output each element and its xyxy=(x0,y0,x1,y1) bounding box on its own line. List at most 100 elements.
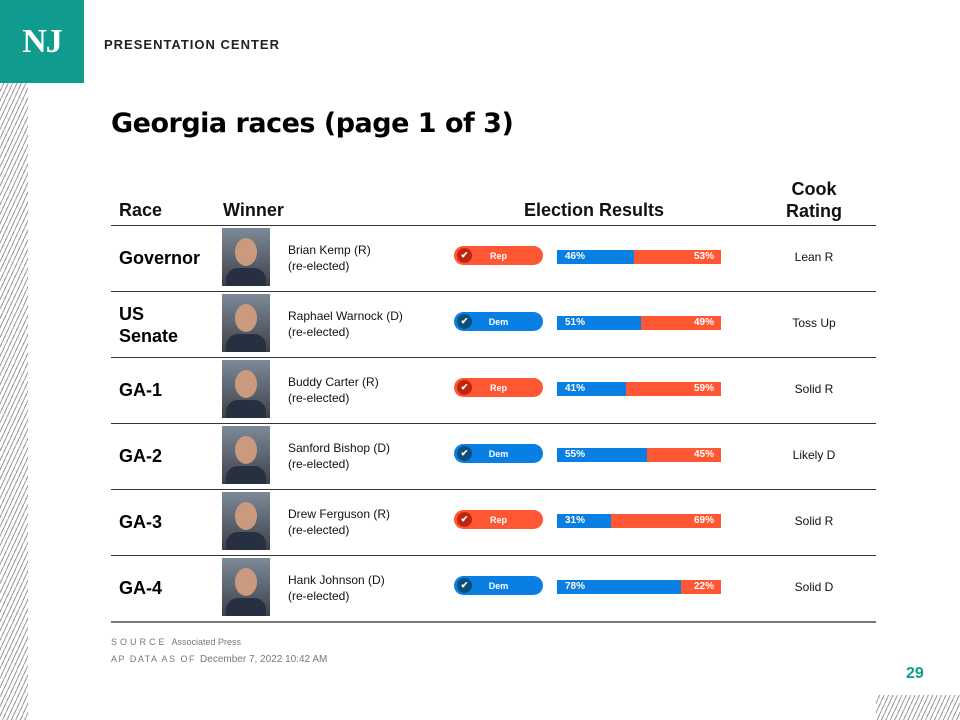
divider xyxy=(111,489,876,490)
rep-share: 49% xyxy=(640,316,721,330)
race-row: Governor Brian Kemp (R) (re-elected) ✔ Re… xyxy=(111,225,876,291)
party-badge: ✔ Dem xyxy=(454,312,543,331)
race-row: GA-1 Buddy Carter (R) (re-elected) ✔ Rep … xyxy=(111,357,876,423)
check-icon: ✔ xyxy=(457,248,472,263)
result-bar: 46% 53% xyxy=(557,250,721,264)
check-icon: ✔ xyxy=(457,446,472,461)
page-number: 29 xyxy=(906,665,924,682)
cook-rating: Toss Up xyxy=(792,316,836,330)
divider xyxy=(111,225,876,226)
party-label: Dem xyxy=(488,316,509,327)
asof: December 7, 2022 10:42 AM xyxy=(200,654,328,665)
race-row: GA-3 Drew Ferguson (R) (re-elected) ✔ Rep… xyxy=(111,489,876,555)
winner: Sanford Bishop (D) (re-elected) xyxy=(288,440,390,472)
winner-name: Hank Johnson (D) xyxy=(288,573,385,587)
column-results: Election Results xyxy=(524,200,665,220)
candidate-photo xyxy=(222,492,270,550)
dem-share: 78% xyxy=(557,580,682,594)
column-rating: Cook Rating xyxy=(760,178,868,222)
rep-share: 69% xyxy=(611,514,721,528)
race-name: GA-4 xyxy=(119,578,163,598)
race-row: GA-2 Sanford Bishop (D) (re-elected) ✔ De… xyxy=(111,423,876,489)
result-bar: 55% 45% xyxy=(557,448,721,462)
race-name: Governor xyxy=(119,248,201,268)
rating-header-2: Rating xyxy=(786,201,842,221)
check-icon: ✔ xyxy=(457,314,472,329)
dem-share: 46% xyxy=(557,250,635,264)
dem-share: 51% xyxy=(557,316,641,330)
result-bar: 31% 69% xyxy=(557,514,721,528)
rep-share: 45% xyxy=(646,448,721,462)
party-badge: ✔ Rep xyxy=(454,510,543,529)
cook-rating: Solid R xyxy=(794,382,834,396)
winner-name: Sanford Bishop (D) xyxy=(288,441,391,455)
party-badge: ✔ Rep xyxy=(454,378,543,397)
winner-status: (re-elected) xyxy=(288,391,350,405)
divider xyxy=(111,621,876,623)
check-icon: ✔ xyxy=(457,512,472,527)
party-label: Rep xyxy=(489,382,507,393)
brand-title: PRESENTATION CENTER xyxy=(104,37,280,52)
winner-name: Brian Kemp (R) xyxy=(288,243,371,257)
rating-header-1: Cook xyxy=(791,179,837,199)
cook-rating: Solid D xyxy=(794,580,834,594)
source: Associated Press xyxy=(171,637,242,647)
winner-name: Buddy Carter (R) xyxy=(288,375,379,389)
party-badge: ✔ Dem xyxy=(454,444,543,463)
winner-status: (re-elected) xyxy=(288,259,350,273)
cook-rating: Likely D xyxy=(792,448,836,462)
winner: Raphael Warnock (D) (re-elected) xyxy=(288,308,403,340)
winner-name: Drew Ferguson (R) xyxy=(288,507,391,521)
race-name: GA-2 xyxy=(119,446,163,466)
hatch-decoration xyxy=(876,695,960,720)
rep-share: 53% xyxy=(634,250,721,264)
candidate-photo xyxy=(222,228,270,286)
cook-rating: Lean R xyxy=(794,250,834,264)
cook-rating: Solid R xyxy=(794,514,834,528)
column-race: Race xyxy=(119,200,163,220)
check-icon: ✔ xyxy=(457,380,472,395)
winner-status: (re-elected) xyxy=(288,523,350,537)
divider xyxy=(111,291,876,292)
source-label: SOURCE xyxy=(111,637,168,647)
race-row: US Senate Raphael Warnock (D) (re-elected)… xyxy=(111,291,876,357)
party-label: Dem xyxy=(488,580,509,591)
dem-share: 41% xyxy=(557,382,627,396)
result-bar: 78% 22% xyxy=(557,580,721,594)
hatch-decoration xyxy=(0,83,28,720)
winner: Buddy Carter (R) (re-elected) xyxy=(288,374,379,406)
candidate-photo xyxy=(222,426,270,484)
winner: Hank Johnson (D) (re-elected) xyxy=(288,572,385,604)
candidate-photo xyxy=(222,360,270,418)
logo: NJ xyxy=(0,0,84,83)
party-badge: ✔ Rep xyxy=(454,246,543,265)
divider xyxy=(111,555,876,556)
asof-label: AP DATA AS OF xyxy=(111,654,197,664)
divider xyxy=(111,423,876,424)
page-title: Georgia races (page 1 of 3) xyxy=(111,108,514,139)
check-icon: ✔ xyxy=(457,578,472,593)
party-label: Dem xyxy=(488,448,509,459)
column-winner: Winner xyxy=(223,200,284,220)
source-note: SOURCE Associated Press AP DATA AS OF Dece… xyxy=(111,634,327,668)
winner-status: (re-elected) xyxy=(288,457,350,471)
race-row: GA-4 Hank Johnson (D) (re-elected) ✔ Dem … xyxy=(111,555,876,621)
dem-share: 55% xyxy=(557,448,647,462)
party-badge: ✔ Dem xyxy=(454,576,543,595)
rep-share: 59% xyxy=(626,382,721,396)
candidate-photo xyxy=(222,294,270,352)
winner: Drew Ferguson (R) (re-elected) xyxy=(288,506,390,538)
result-bar: 41% 59% xyxy=(557,382,721,396)
party-label: Rep xyxy=(489,514,507,525)
race-name: GA-1 xyxy=(119,380,163,400)
divider xyxy=(111,357,876,358)
rep-share: 22% xyxy=(681,580,721,594)
winner-status: (re-elected) xyxy=(288,589,350,603)
candidate-photo xyxy=(222,558,270,616)
race-name: GA-3 xyxy=(119,512,163,532)
dem-share: 31% xyxy=(557,514,612,528)
winner: Brian Kemp (R) (re-elected) xyxy=(288,242,371,274)
party-label: Rep xyxy=(489,250,507,261)
winner-status: (re-elected) xyxy=(288,325,350,339)
winner-name: Raphael Warnock (D) xyxy=(288,309,403,323)
